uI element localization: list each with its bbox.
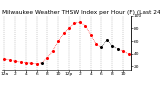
Text: Milwaukee Weather THSW Index per Hour (F) (Last 24 Hours): Milwaukee Weather THSW Index per Hour (F… (2, 10, 160, 15)
